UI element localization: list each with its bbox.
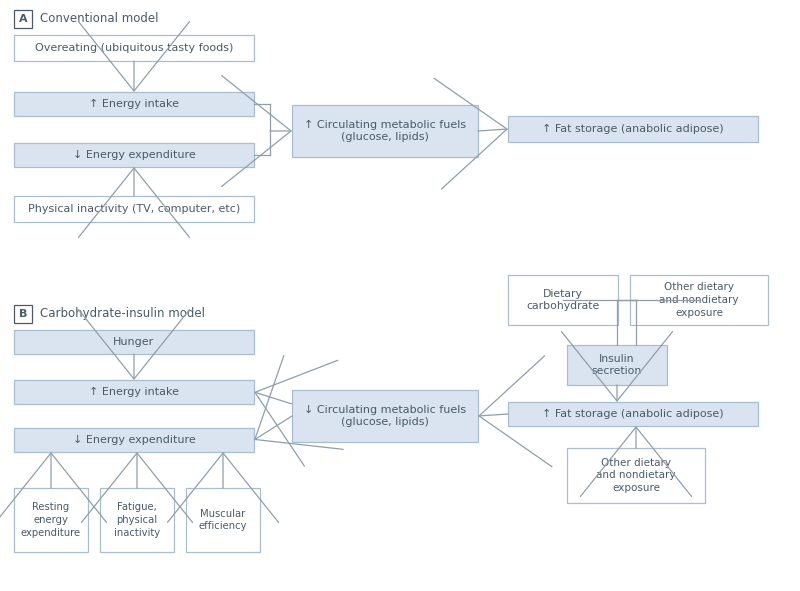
Text: A: A: [18, 14, 27, 24]
FancyBboxPatch shape: [14, 35, 254, 61]
Text: ↓ Energy expenditure: ↓ Energy expenditure: [73, 435, 195, 445]
Text: ↑ Energy intake: ↑ Energy intake: [89, 387, 179, 397]
FancyBboxPatch shape: [508, 275, 618, 325]
FancyBboxPatch shape: [14, 428, 254, 452]
FancyBboxPatch shape: [14, 330, 254, 354]
FancyBboxPatch shape: [567, 345, 667, 385]
Text: Overeating (ubiquitous tasty foods): Overeating (ubiquitous tasty foods): [35, 43, 233, 53]
FancyBboxPatch shape: [14, 10, 32, 28]
FancyBboxPatch shape: [14, 92, 254, 116]
Text: ↓ Energy expenditure: ↓ Energy expenditure: [73, 150, 195, 160]
FancyBboxPatch shape: [14, 488, 88, 552]
FancyBboxPatch shape: [14, 380, 254, 404]
FancyBboxPatch shape: [567, 448, 705, 503]
FancyBboxPatch shape: [292, 390, 478, 442]
FancyBboxPatch shape: [100, 488, 174, 552]
Text: ↑ Circulating metabolic fuels
(glucose, lipids): ↑ Circulating metabolic fuels (glucose, …: [304, 119, 466, 142]
Text: Physical inactivity (TV, computer, etc): Physical inactivity (TV, computer, etc): [28, 204, 240, 214]
Text: ↑ Fat storage (anabolic adipose): ↑ Fat storage (anabolic adipose): [542, 409, 724, 419]
Text: Hunger: Hunger: [114, 337, 154, 347]
Text: Other dietary
and nondietary
exposure: Other dietary and nondietary exposure: [596, 457, 676, 493]
Text: ↓ Circulating metabolic fuels
(glucose, lipids): ↓ Circulating metabolic fuels (glucose, …: [304, 405, 466, 427]
FancyBboxPatch shape: [508, 116, 758, 142]
FancyBboxPatch shape: [14, 143, 254, 167]
FancyBboxPatch shape: [292, 105, 478, 157]
FancyBboxPatch shape: [186, 488, 260, 552]
Text: Carbohydrate-insulin model: Carbohydrate-insulin model: [40, 307, 205, 320]
Text: Muscular
efficiency: Muscular efficiency: [198, 509, 247, 531]
Text: Other dietary
and nondietary
exposure: Other dietary and nondietary exposure: [659, 282, 738, 318]
Text: Dietary
carbohydrate: Dietary carbohydrate: [526, 288, 600, 311]
FancyBboxPatch shape: [508, 402, 758, 426]
Text: B: B: [19, 309, 27, 319]
Text: ↑ Fat storage (anabolic adipose): ↑ Fat storage (anabolic adipose): [542, 124, 724, 134]
FancyBboxPatch shape: [14, 196, 254, 222]
FancyBboxPatch shape: [14, 305, 32, 323]
FancyBboxPatch shape: [630, 275, 768, 325]
Text: ↑ Energy intake: ↑ Energy intake: [89, 99, 179, 109]
Text: Conventional model: Conventional model: [40, 12, 158, 25]
Text: Insulin
secretion: Insulin secretion: [592, 353, 642, 376]
Text: Resting
energy
expenditure: Resting energy expenditure: [21, 502, 81, 538]
Text: Fatigue,
physical
inactivity: Fatigue, physical inactivity: [114, 502, 160, 538]
